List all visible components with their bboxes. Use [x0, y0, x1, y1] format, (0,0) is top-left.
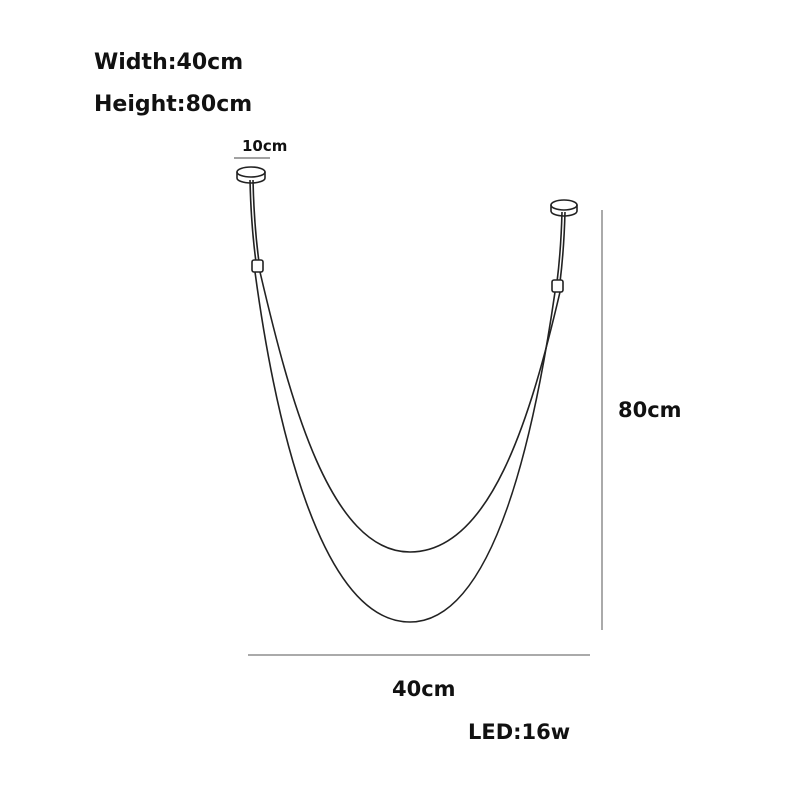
- width-spec: Width:40cm: [94, 50, 244, 75]
- canopy-dimension-label: 10cm: [242, 137, 288, 155]
- left-suspension-rod: [249, 179, 260, 263]
- vertical-dimension-label: 80cm: [618, 398, 682, 422]
- led-power-spec: LED:16w: [468, 720, 571, 744]
- horizontal-dimension-label: 40cm: [392, 677, 456, 701]
- right-canopy: [550, 199, 578, 217]
- right-clip: [551, 279, 564, 293]
- left-canopy: [236, 166, 266, 184]
- left-clip: [251, 259, 264, 273]
- outer-led-loop: [254, 271, 556, 623]
- right-suspension-rod: [556, 211, 566, 283]
- inner-led-loop: [259, 271, 561, 553]
- height-spec: Height:80cm: [94, 92, 253, 117]
